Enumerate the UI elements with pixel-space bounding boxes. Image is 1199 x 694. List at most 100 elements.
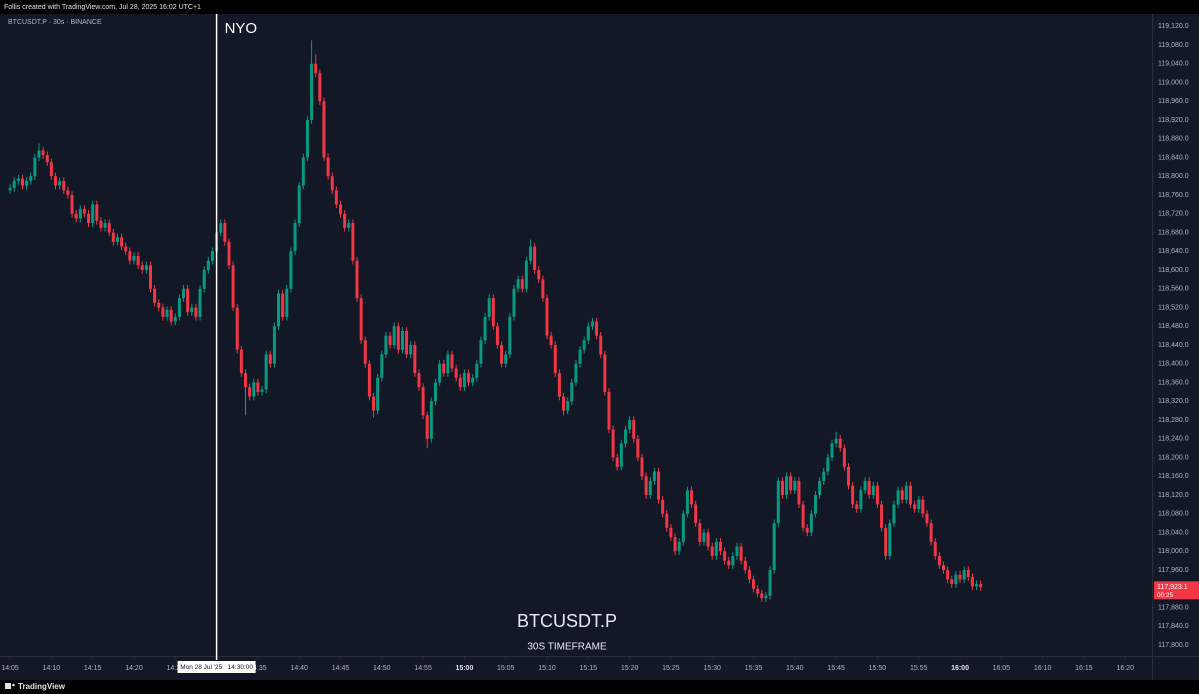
x-tick-label: 15:20: [621, 665, 639, 672]
candle-body: [743, 560, 747, 571]
candle-body: [99, 220, 103, 228]
candle-body: [970, 577, 974, 587]
candle-body: [942, 565, 946, 571]
y-tick-label: 119,000.0: [1158, 79, 1189, 86]
candle-body: [293, 223, 297, 252]
candle-body: [818, 480, 822, 496]
candle-body: [607, 391, 611, 430]
candle-body: [690, 490, 694, 505]
y-tick-label: 118,800.0: [1158, 173, 1189, 180]
candle-body: [842, 448, 846, 467]
candle-body: [908, 485, 912, 505]
x-tick-label: 15:35: [745, 665, 763, 672]
candle-body: [752, 579, 756, 589]
y-tick-label: 118,280.0: [1158, 417, 1189, 424]
candle-body: [718, 541, 722, 552]
candle-body: [66, 190, 70, 195]
y-tick-label: 118,000.0: [1158, 548, 1189, 555]
y-tick-label: 118,160.0: [1158, 473, 1189, 480]
candle-body: [921, 499, 925, 514]
candle-body: [231, 265, 235, 308]
candle-body: [946, 570, 950, 580]
candle-body: [830, 443, 834, 458]
candle-body: [677, 541, 681, 552]
candle-body: [739, 546, 743, 561]
candle-body: [500, 345, 504, 364]
candle-body: [665, 513, 669, 528]
candle-body: [669, 527, 673, 538]
candle-body: [772, 523, 776, 571]
x-tick-label: 14:20: [125, 665, 143, 672]
candle-body: [256, 382, 260, 392]
candle-body: [929, 523, 933, 542]
candle-body: [628, 420, 632, 430]
candle-body: [198, 288, 202, 317]
candle-body: [37, 150, 41, 158]
x-tick-label: 15:55: [910, 665, 928, 672]
candle-body: [541, 279, 545, 299]
y-tick-label: 119,120.0: [1158, 23, 1189, 30]
footer-logo: [5, 683, 15, 689]
candle-body: [124, 246, 128, 252]
candle-body: [475, 363, 479, 378]
candle-body: [966, 570, 970, 578]
x-tick-label: 14:15: [84, 665, 102, 672]
candle-body: [657, 471, 661, 500]
candle-body: [115, 237, 119, 242]
candle-body: [747, 570, 751, 580]
candle-body: [644, 476, 648, 496]
candle-body: [16, 178, 20, 181]
candle-body: [917, 499, 921, 510]
candle-body: [219, 223, 223, 233]
candle-body: [74, 213, 78, 219]
candle-body: [87, 213, 91, 224]
candle-body: [471, 377, 475, 383]
candle-body: [557, 373, 561, 397]
candle-body: [797, 480, 801, 505]
candle-body: [867, 480, 871, 496]
x-tick-label: 14:05: [1, 665, 19, 672]
watermark: BTCUSDT.P: [517, 611, 617, 631]
candle-body: [640, 457, 644, 477]
x-tick-label: 16:20: [1116, 665, 1134, 672]
candle-body: [49, 162, 53, 177]
candle-body: [45, 155, 49, 163]
x-tick-label: 14:25: [167, 665, 185, 672]
x-tick-label: 14:40: [290, 665, 308, 672]
candle-body: [140, 265, 144, 270]
candle-body: [380, 354, 384, 378]
candle-body: [789, 476, 793, 491]
candle-body: [896, 490, 900, 505]
candle-body: [603, 354, 607, 392]
y-tick-label: 118,440.0: [1158, 342, 1189, 349]
candle-body: [875, 485, 879, 505]
candle-body: [372, 396, 376, 411]
candle-body: [661, 499, 665, 514]
candle-body: [913, 504, 917, 510]
candle-body: [950, 579, 954, 585]
candle-body: [578, 349, 582, 364]
y-tick-label: 118,560.0: [1158, 286, 1189, 293]
candle-body: [334, 190, 338, 205]
candle-body: [305, 119, 309, 158]
candle-body: [954, 574, 958, 585]
candle-body: [801, 504, 805, 528]
candle-body: [590, 321, 594, 327]
candle-body: [355, 260, 359, 299]
candle-body: [467, 373, 471, 383]
candle-body: [153, 288, 157, 303]
y-tick-label: 118,240.0: [1158, 436, 1189, 443]
y-tick-label: 118,600.0: [1158, 267, 1189, 274]
candle-body: [128, 251, 132, 261]
candle-body: [82, 209, 86, 214]
y-tick-label: 117,960.0: [1158, 567, 1189, 574]
candle-body: [25, 180, 29, 186]
candle-body: [425, 415, 429, 439]
candle-body: [103, 223, 107, 228]
x-tick-label: 15:45: [827, 665, 845, 672]
y-tick-label: 118,680.0: [1158, 229, 1189, 236]
candle-body: [272, 326, 276, 364]
candle-body: [537, 269, 541, 280]
candle-body: [12, 180, 16, 188]
candle-body: [673, 537, 677, 552]
